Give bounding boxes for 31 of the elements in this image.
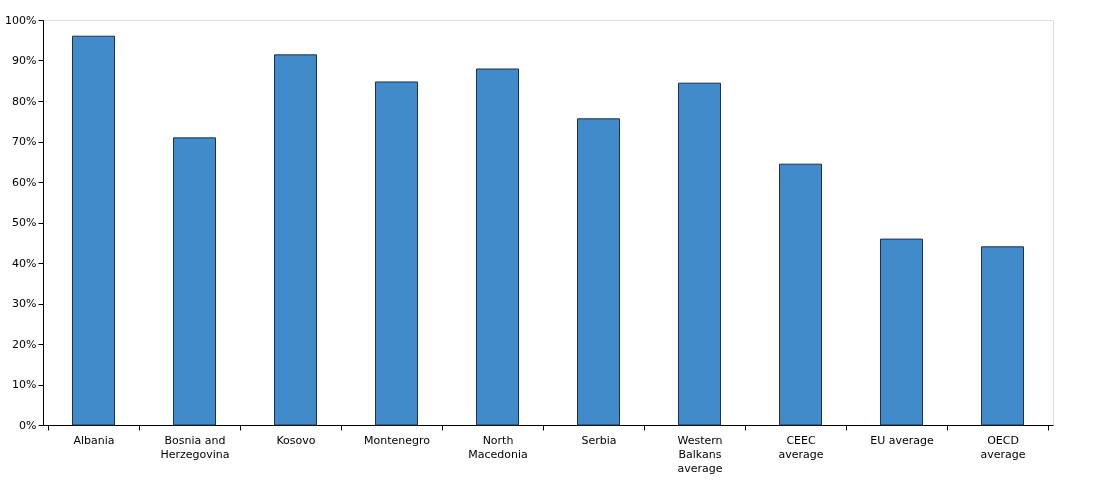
- y-tick-label: 60%: [12, 175, 37, 189]
- y-tick-label: 80%: [12, 94, 37, 108]
- x-tick-label: Bosnia and Herzegovina: [160, 433, 230, 461]
- bar: [981, 246, 1024, 426]
- bar: [678, 82, 721, 426]
- bar: [72, 35, 115, 426]
- bar: [779, 163, 822, 426]
- x-tick-label: Albania: [73, 433, 115, 447]
- x-tick-label: EU average: [870, 433, 934, 447]
- y-tick-label: 20%: [12, 337, 37, 351]
- y-tick-label: 30%: [12, 297, 37, 310]
- bar: [476, 68, 519, 426]
- x-tick-label: Western Balkans average: [677, 433, 723, 475]
- bar: [577, 118, 620, 426]
- y-tick-label: 90%: [12, 54, 37, 67]
- x-tick-label: OECD average: [980, 433, 1026, 461]
- x-tick-label: Kosovo: [276, 433, 316, 447]
- x-tick-label: Montenegro: [363, 433, 431, 447]
- x-tick-label: North Macedonia: [468, 433, 528, 461]
- y-tick-label: 40%: [12, 256, 37, 270]
- y-tick-label: 0%: [19, 418, 37, 432]
- bar: [375, 81, 418, 426]
- bar: [880, 238, 923, 426]
- bar: [173, 137, 216, 426]
- x-tick-label: CEEC average: [778, 433, 824, 461]
- y-tick-label: 70%: [12, 135, 37, 148]
- bar: [274, 54, 317, 426]
- y-tick-label: 100%: [5, 13, 37, 27]
- y-tick-label: 50%: [12, 216, 37, 229]
- x-tick-label: Serbia: [581, 433, 617, 447]
- y-tick-label: 10%: [12, 378, 37, 391]
